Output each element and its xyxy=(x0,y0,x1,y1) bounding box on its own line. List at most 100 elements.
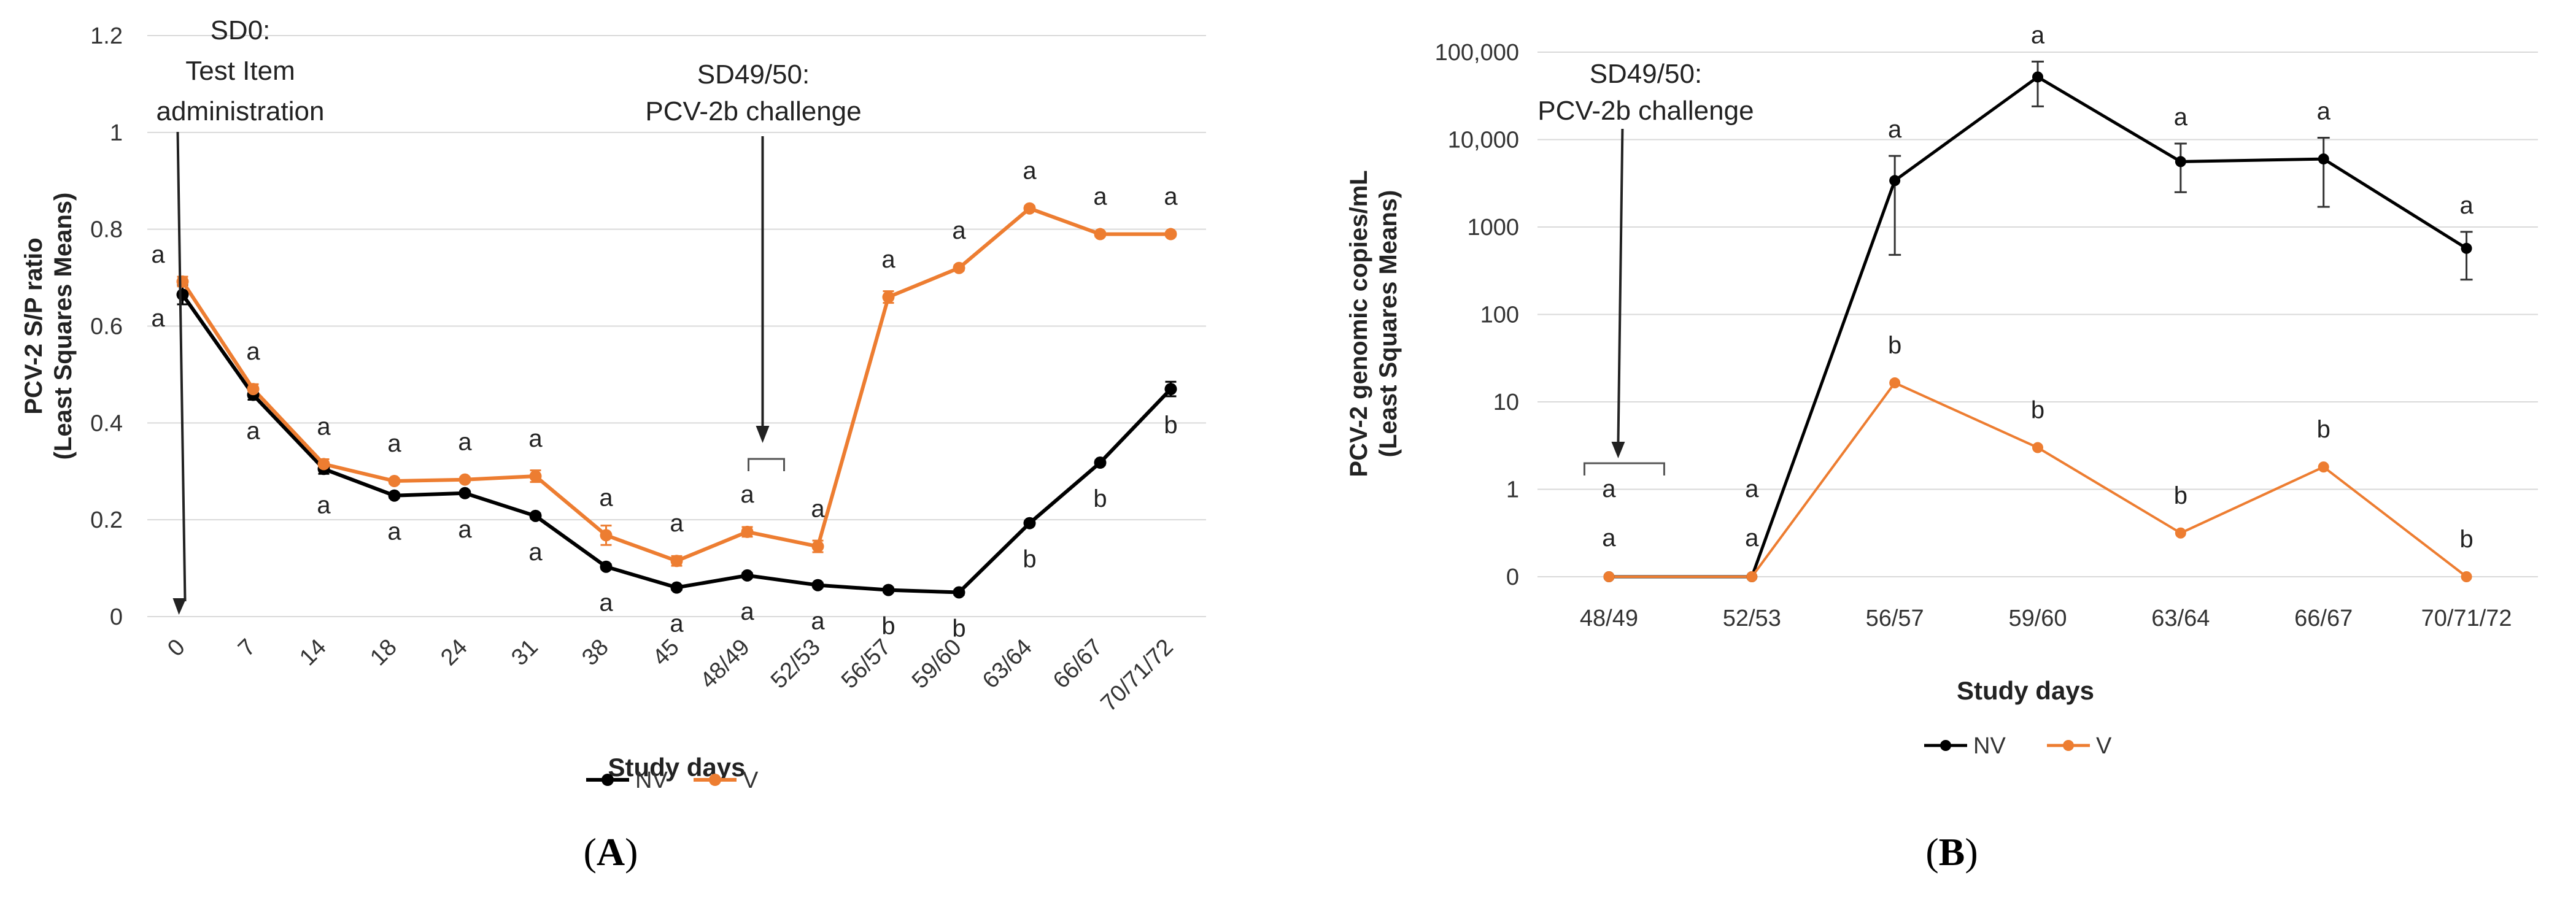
series-line-v xyxy=(180,206,1171,563)
data-point-nv xyxy=(2032,71,2043,83)
x-tick-label: 66/67 xyxy=(1048,634,1108,694)
chart-b: 0 1 10 100 1000 10,000 100,000 48/49 52/53 56/57 5… xyxy=(1345,21,2538,874)
arrow-head xyxy=(172,598,187,615)
significance-letter-v: a xyxy=(151,241,165,268)
data-point-nv xyxy=(388,489,401,502)
significance-letter-v: a xyxy=(1602,475,1616,502)
x-tick-label: 48/49 xyxy=(695,634,755,694)
y-tick-label: 0 xyxy=(1506,564,1519,590)
data-point-v xyxy=(811,540,824,553)
annotation-arrow xyxy=(176,131,187,602)
y-tick-label: 100,000 xyxy=(1435,40,1519,66)
annotation-sd0-line: Test Item xyxy=(185,56,295,86)
y-axis-title: PCV-2 genomic copies/mL (Least Squares Me… xyxy=(1345,170,1402,477)
x-tick-label: 63/64 xyxy=(2151,606,2210,631)
x-tick-label: 7 xyxy=(233,634,261,662)
significance-letter-nv: a xyxy=(1602,525,1616,552)
x-tick-label: 56/57 xyxy=(837,634,896,694)
data-point-v xyxy=(388,475,401,488)
significance-letter-v: a xyxy=(317,413,331,440)
annotation-sd0-line: administration xyxy=(157,96,325,126)
panel-letter: A xyxy=(597,830,625,874)
data-point-v xyxy=(882,291,895,304)
panel-paren: ( xyxy=(1925,830,1938,874)
x-tick-label: 59/60 xyxy=(2008,606,2067,631)
panel-label-a: (A) xyxy=(584,830,638,874)
significance-letter-v: a xyxy=(811,496,825,523)
significance-letter-v: b xyxy=(2031,397,2044,424)
significance-letter-nv: a xyxy=(2174,104,2188,131)
legend-label-nv: NV xyxy=(1973,733,2006,759)
y-axis-title-line: PCV-2 genomic copies/mL xyxy=(1345,170,1372,477)
panel-letter: B xyxy=(1939,830,1965,874)
y-tick-label: 0.2 xyxy=(90,507,123,533)
data-point-v xyxy=(529,470,542,483)
annotation-sd0-line: SD0: xyxy=(211,15,271,45)
data-point-nv xyxy=(953,586,965,599)
x-tick-label: 31 xyxy=(506,634,543,671)
y-axis-title: PCV-2 S/P ratio (Least Squares Means) xyxy=(20,193,77,460)
x-axis-title: Study days xyxy=(608,753,745,782)
significance-letter-nv: a xyxy=(246,418,260,445)
y-tick-label: 1 xyxy=(110,120,123,146)
data-point-v xyxy=(1094,228,1107,241)
y-tick-label: 10,000 xyxy=(1448,128,1519,153)
x-tick-label: 66/67 xyxy=(2294,606,2353,631)
chart-a: 0 0.2 0.4 0.6 0.8 1 1.2 0 7 14 18 24 31 38 45 48/49 52/5… xyxy=(20,15,1206,874)
x-tick-label: 59/60 xyxy=(907,634,967,694)
data-point-nv xyxy=(2318,153,2329,165)
data-point-v xyxy=(2318,461,2329,473)
significance-letter-nv: a xyxy=(2317,98,2331,125)
annotation-arrow xyxy=(1617,128,1624,445)
significance-letter-nv: a xyxy=(811,608,825,635)
significance-letter-v: a xyxy=(1023,158,1037,185)
data-point-v xyxy=(1889,377,1901,389)
data-point-v xyxy=(458,473,471,486)
data-point-v xyxy=(2032,442,2043,453)
annotation-challenge-line: PCV-2b challenge xyxy=(1537,96,1754,126)
data-point-nv xyxy=(1094,456,1107,469)
x-tick-label: 14 xyxy=(295,634,331,671)
y-tick-label: 10 xyxy=(1493,390,1519,415)
significance-letter-nv: b xyxy=(1093,485,1107,512)
series-line-nv xyxy=(1609,75,2467,579)
significance-letter-nv: a xyxy=(2459,192,2474,219)
data-point-nv xyxy=(458,487,471,499)
panel-paren: ( xyxy=(584,830,597,874)
x-tick-label: 52/53 xyxy=(766,634,826,694)
data-point-nv xyxy=(811,579,824,591)
significance-letter-v: a xyxy=(881,246,895,273)
significance-letter-v: a xyxy=(1093,183,1107,210)
data-point-v xyxy=(1023,202,1036,215)
x-axis-title: Study days xyxy=(1957,676,2094,705)
significance-letter-nv: a xyxy=(458,516,472,543)
significance-letter-nv: a xyxy=(1745,525,1759,552)
data-point-v xyxy=(741,525,754,538)
arrow-head xyxy=(1611,442,1625,458)
x-tick-label: 63/64 xyxy=(978,634,1037,694)
significance-letter-v: a xyxy=(458,429,472,456)
legend-marker-v xyxy=(2063,740,2074,751)
y-tick-label: 0.6 xyxy=(90,314,123,340)
significance-letter-v: a xyxy=(1164,183,1178,210)
significance-letter-nv: b xyxy=(881,613,895,640)
data-point-nv xyxy=(1889,175,1901,187)
data-point-v xyxy=(247,383,260,396)
x-tick-label: 18 xyxy=(365,634,402,671)
annotation-challenge-line: SD49/50: xyxy=(697,60,810,90)
challenge-bracket xyxy=(1583,462,1665,475)
y-tick-label: 0.4 xyxy=(90,410,123,436)
data-point-nv xyxy=(1023,517,1036,529)
data-point-v xyxy=(1603,571,1615,582)
data-point-v xyxy=(2461,571,2472,582)
panel-paren: ) xyxy=(1965,830,1978,874)
y-tick-label: 1000 xyxy=(1467,215,1519,241)
significance-letter-v: a xyxy=(387,430,401,457)
significance-letter-v: a xyxy=(740,481,754,508)
challenge-bracket xyxy=(748,458,785,471)
significance-letter-v: b xyxy=(2317,416,2330,443)
legend-label-v: V xyxy=(743,768,759,793)
data-point-nv xyxy=(529,509,542,522)
data-point-nv xyxy=(2461,242,2472,254)
x-tick-label: 70/71/72 xyxy=(2421,606,2512,631)
